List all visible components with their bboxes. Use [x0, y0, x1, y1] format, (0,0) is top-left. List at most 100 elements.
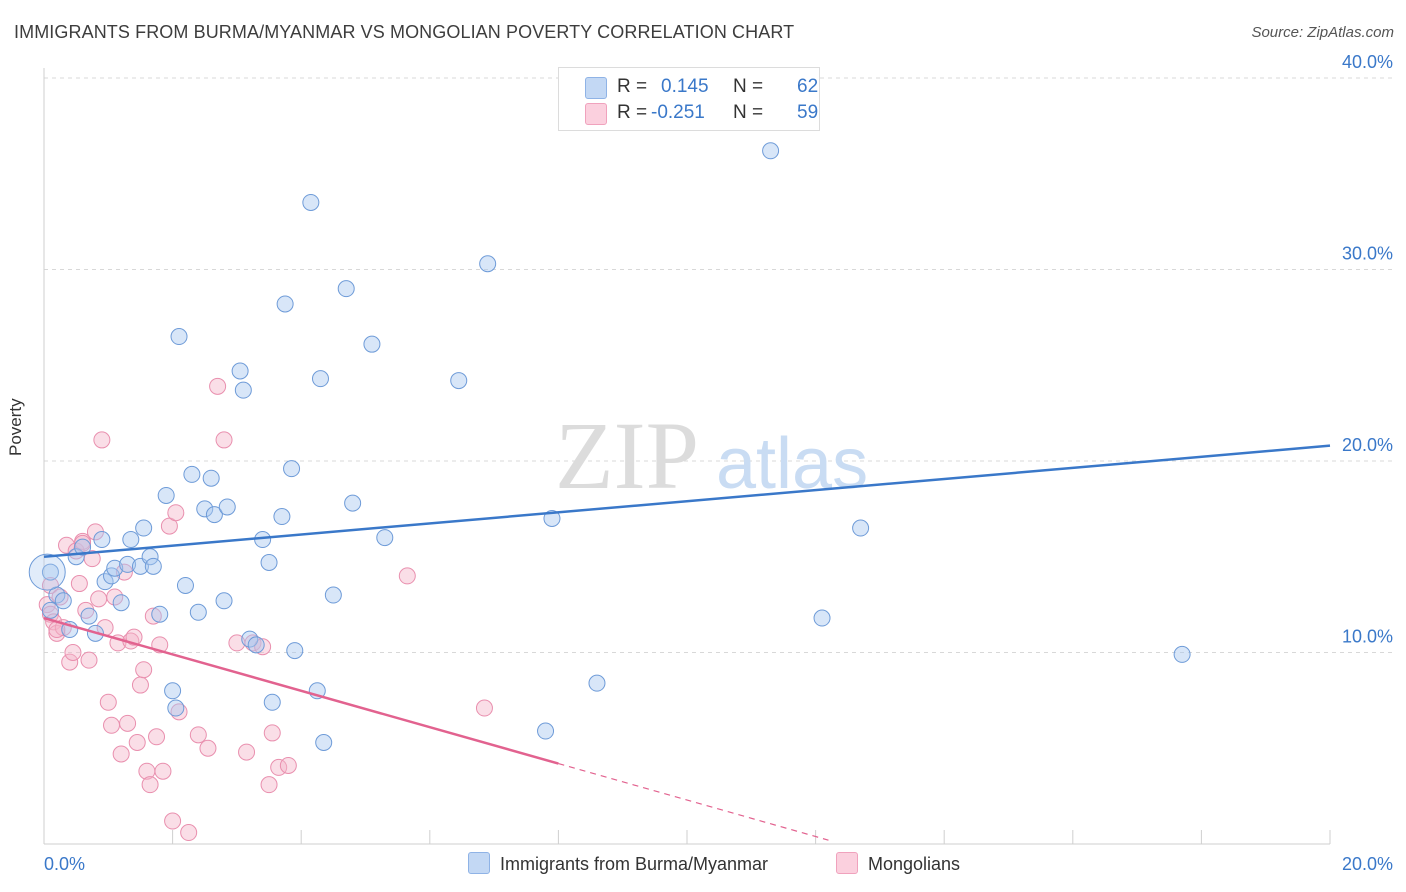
source-label: Source: ZipAtlas.com	[1251, 24, 1394, 41]
y-tick-label: 20.0%	[1342, 435, 1393, 455]
point-burma	[215, 592, 233, 610]
point-mongolians	[41, 576, 59, 594]
trend-line-burma	[43, 444, 1331, 558]
legend-n-value-blue: 62	[797, 76, 819, 97]
watermark-zip: ZIP	[555, 402, 699, 509]
point-burma-cluster	[28, 553, 66, 591]
point-burma	[112, 594, 130, 612]
legend-swatch-blue	[585, 77, 607, 99]
point-mongolians	[209, 377, 227, 395]
point-burma	[286, 642, 304, 660]
legend-r-label: R =	[617, 102, 648, 123]
bottom-legend-pink: Mongolians	[836, 852, 960, 875]
point-burma	[344, 494, 362, 512]
point-mongolians	[144, 607, 162, 625]
legend-r-label: R =	[617, 76, 648, 97]
bottom-legend-blue-label: Immigrants from Burma/Myanmar	[500, 854, 769, 874]
point-burma	[376, 529, 394, 547]
point-burma	[119, 555, 137, 573]
point-burma	[231, 362, 249, 380]
point-burma	[234, 381, 252, 399]
point-mongolians	[475, 699, 493, 717]
point-mongolians	[61, 653, 79, 671]
point-burma	[170, 328, 188, 346]
point-mongolians	[199, 739, 217, 757]
point-burma	[135, 519, 153, 537]
point-mongolians	[398, 567, 416, 585]
point-burma	[537, 722, 555, 740]
point-burma	[1173, 645, 1191, 663]
y-tick-label: 30.0%	[1342, 244, 1393, 264]
point-mongolians	[238, 743, 256, 761]
point-burma	[218, 498, 236, 516]
point-burma	[41, 563, 59, 581]
point-burma	[260, 553, 278, 571]
point-mongolians	[119, 714, 137, 732]
legend-n-value-pink: 59	[797, 102, 819, 123]
legend-n-label: N =	[733, 76, 764, 97]
point-mongolians	[260, 776, 278, 794]
point-mongolians	[164, 812, 182, 830]
point-mongolians	[131, 676, 149, 694]
point-burma	[96, 573, 114, 591]
trend-line-mongolians-extrapolated	[558, 762, 829, 841]
point-mongolians	[279, 756, 297, 774]
point-burma	[151, 605, 169, 623]
point-burma	[74, 538, 92, 556]
point-burma	[273, 508, 291, 526]
watermark-atlas: atlas	[716, 424, 868, 504]
legend-r-value-pink: -0.251	[651, 102, 705, 123]
point-burma	[205, 506, 223, 524]
legend-swatch-pink	[585, 103, 607, 125]
point-burma	[106, 559, 124, 577]
point-burma	[164, 682, 182, 700]
point-burma	[479, 255, 497, 273]
point-mongolians	[90, 590, 108, 608]
y-tick-label: 10.0%	[1342, 627, 1393, 647]
axes	[43, 68, 1331, 845]
point-burma	[337, 280, 355, 298]
point-burma	[363, 335, 381, 353]
point-burma	[176, 576, 194, 594]
point-burma	[241, 630, 259, 648]
x-tick-label-max: 20.0%	[1342, 854, 1393, 874]
point-mongolians	[103, 716, 121, 734]
point-mongolians	[180, 824, 198, 842]
point-mongolians	[48, 624, 66, 642]
point-burma	[283, 460, 301, 478]
bottom-legend-pink-label: Mongolians	[868, 854, 961, 874]
x-tick-label-min: 0.0%	[44, 854, 85, 874]
point-mongolians	[189, 726, 207, 744]
point-mongolians	[112, 745, 130, 763]
point-burma	[276, 295, 294, 313]
point-mongolians	[154, 762, 172, 780]
point-mongolians	[80, 651, 98, 669]
point-burma	[247, 636, 265, 654]
point-burma	[167, 699, 185, 717]
point-burma	[302, 193, 320, 211]
point-burma	[196, 500, 214, 518]
point-mongolians	[106, 588, 124, 606]
bottom-swatch-blue	[468, 852, 490, 874]
point-mongolians	[99, 693, 117, 711]
legend-r-value-blue: 0.145	[661, 76, 709, 97]
point-burma	[41, 601, 59, 619]
point-burma	[93, 531, 111, 549]
point-mongolians	[128, 734, 146, 752]
point-burma	[80, 607, 98, 625]
watermark: ZIP atlas	[555, 402, 868, 509]
point-burma	[202, 469, 220, 487]
point-mongolians	[263, 724, 281, 742]
point-mongolians	[254, 638, 272, 656]
y-tick-label: 40.0%	[1342, 52, 1393, 72]
trend-lines	[43, 444, 1331, 841]
legend-n-label: N =	[733, 102, 764, 123]
point-mongolians	[135, 661, 153, 679]
bottom-swatch-pink	[836, 852, 858, 874]
point-burma	[311, 370, 329, 388]
point-mongolians	[167, 504, 185, 522]
stats-legend: R = 0.145 N = 62 R = -0.251 N = 59	[558, 67, 820, 131]
point-mongolians	[141, 776, 159, 794]
series-mongolians	[38, 377, 493, 842]
